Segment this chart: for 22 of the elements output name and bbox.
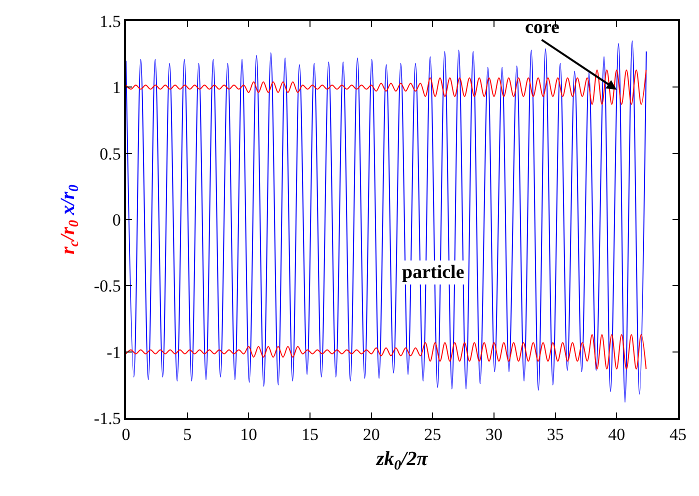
x-tick-label: 40 <box>608 425 626 444</box>
x-tick-label: 10 <box>240 425 258 444</box>
annotation: particle <box>402 262 464 283</box>
x-tick-label: 5 <box>183 425 192 444</box>
line-series <box>126 334 647 370</box>
x-tick-label: 35 <box>546 425 564 444</box>
x-axis-title: zk$_{0}$/2π <box>375 448 429 474</box>
line-series <box>126 69 647 105</box>
y-tick-label: 1.5 <box>100 12 121 31</box>
x-tick-label: 30 <box>486 425 502 444</box>
annotation: core <box>525 17 560 38</box>
x-tick-label: 20 <box>362 425 380 444</box>
line-series <box>126 40 647 403</box>
y-tick-label: 0 <box>112 210 121 230</box>
x-tick-label: 25 <box>424 425 442 444</box>
x-tick-label: 45 <box>670 425 686 444</box>
y-tick-label: -0.5 <box>94 276 121 296</box>
y-tick-label: 1 <box>112 78 121 98</box>
y-tick-label: -1.5 <box>94 408 121 428</box>
y-tick-label: 0.5 <box>100 144 121 164</box>
x-tick-label: 15 <box>302 425 318 444</box>
y-tick-label: -1 <box>106 342 121 362</box>
